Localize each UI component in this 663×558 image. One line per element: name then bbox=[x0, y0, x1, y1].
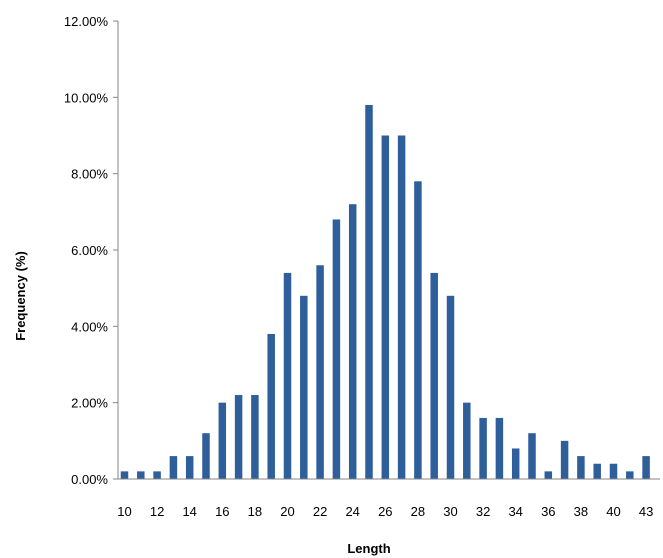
bar-11 bbox=[137, 471, 145, 479]
x-tick-label: 12 bbox=[150, 504, 164, 519]
bar-41 bbox=[626, 471, 634, 479]
bar-27 bbox=[397, 135, 406, 479]
x-tick-label: 30 bbox=[443, 504, 457, 519]
bar-14 bbox=[185, 456, 194, 479]
y-tick-label: 10.00% bbox=[64, 90, 109, 105]
y-tick-label: 12.00% bbox=[64, 14, 109, 29]
bar-17 bbox=[234, 395, 243, 479]
x-tick-label: 10 bbox=[117, 504, 131, 519]
bar-18 bbox=[251, 395, 259, 479]
x-axis-title: Length bbox=[347, 541, 390, 556]
y-axis-title: Frequency (%) bbox=[13, 251, 28, 341]
bar-15 bbox=[202, 433, 210, 479]
y-tick-label: 4.00% bbox=[71, 319, 108, 334]
bar-43 bbox=[642, 456, 650, 479]
x-tick-label: 16 bbox=[215, 504, 229, 519]
bar-35 bbox=[528, 433, 536, 479]
bar-12 bbox=[153, 471, 161, 479]
x-tick-label: 38 bbox=[574, 504, 588, 519]
y-tick-label: 0.00% bbox=[71, 472, 108, 487]
x-tick-label: 20 bbox=[280, 504, 294, 519]
x-tick-label: 34 bbox=[508, 504, 522, 519]
x-tick-label: 36 bbox=[541, 504, 555, 519]
y-tick-label: 2.00% bbox=[71, 396, 108, 411]
bar-29 bbox=[430, 272, 438, 479]
y-axis-ticks: 0.00% 2.00% 4.00% 6.00% 8.00% 10.00% 12.00% bbox=[64, 14, 118, 487]
bar-36 bbox=[544, 471, 553, 479]
bar-16 bbox=[218, 402, 227, 479]
bar-10 bbox=[120, 471, 129, 479]
x-tick-label: 24 bbox=[345, 504, 359, 519]
x-tick-label: 40 bbox=[606, 504, 620, 519]
bar-34 bbox=[511, 448, 520, 479]
bar-25 bbox=[365, 104, 373, 479]
bar-30 bbox=[446, 295, 455, 479]
bar-40 bbox=[609, 463, 618, 479]
bar-38 bbox=[577, 456, 585, 479]
bar-37 bbox=[560, 440, 569, 479]
x-tick-label: 18 bbox=[248, 504, 262, 519]
bar-26 bbox=[381, 135, 390, 479]
bar-33 bbox=[495, 417, 504, 479]
x-tick-label: 22 bbox=[313, 504, 327, 519]
bar-24 bbox=[348, 204, 357, 479]
bar-19 bbox=[267, 333, 275, 479]
x-tick-label: 43 bbox=[639, 504, 653, 519]
bars bbox=[120, 104, 650, 480]
bar-28 bbox=[414, 181, 422, 480]
x-tick-label: 32 bbox=[476, 504, 490, 519]
y-tick-label: 6.00% bbox=[71, 243, 108, 258]
bar-20 bbox=[283, 272, 292, 479]
x-axis-ticks: 10 12 14 16 18 20 22 24 26 28 30 32 34 36 38 40 43 bbox=[117, 504, 653, 519]
bar-39 bbox=[593, 463, 601, 479]
bar-13 bbox=[169, 456, 178, 479]
bar-21 bbox=[300, 295, 308, 479]
bar-22 bbox=[316, 265, 324, 479]
bar-32 bbox=[479, 417, 487, 479]
y-tick-label: 8.00% bbox=[71, 167, 108, 182]
bar-31 bbox=[463, 402, 471, 479]
bar-23 bbox=[332, 219, 341, 479]
x-tick-label: 28 bbox=[411, 504, 425, 519]
x-tick-label: 26 bbox=[378, 504, 392, 519]
x-tick-label: 14 bbox=[182, 504, 196, 519]
